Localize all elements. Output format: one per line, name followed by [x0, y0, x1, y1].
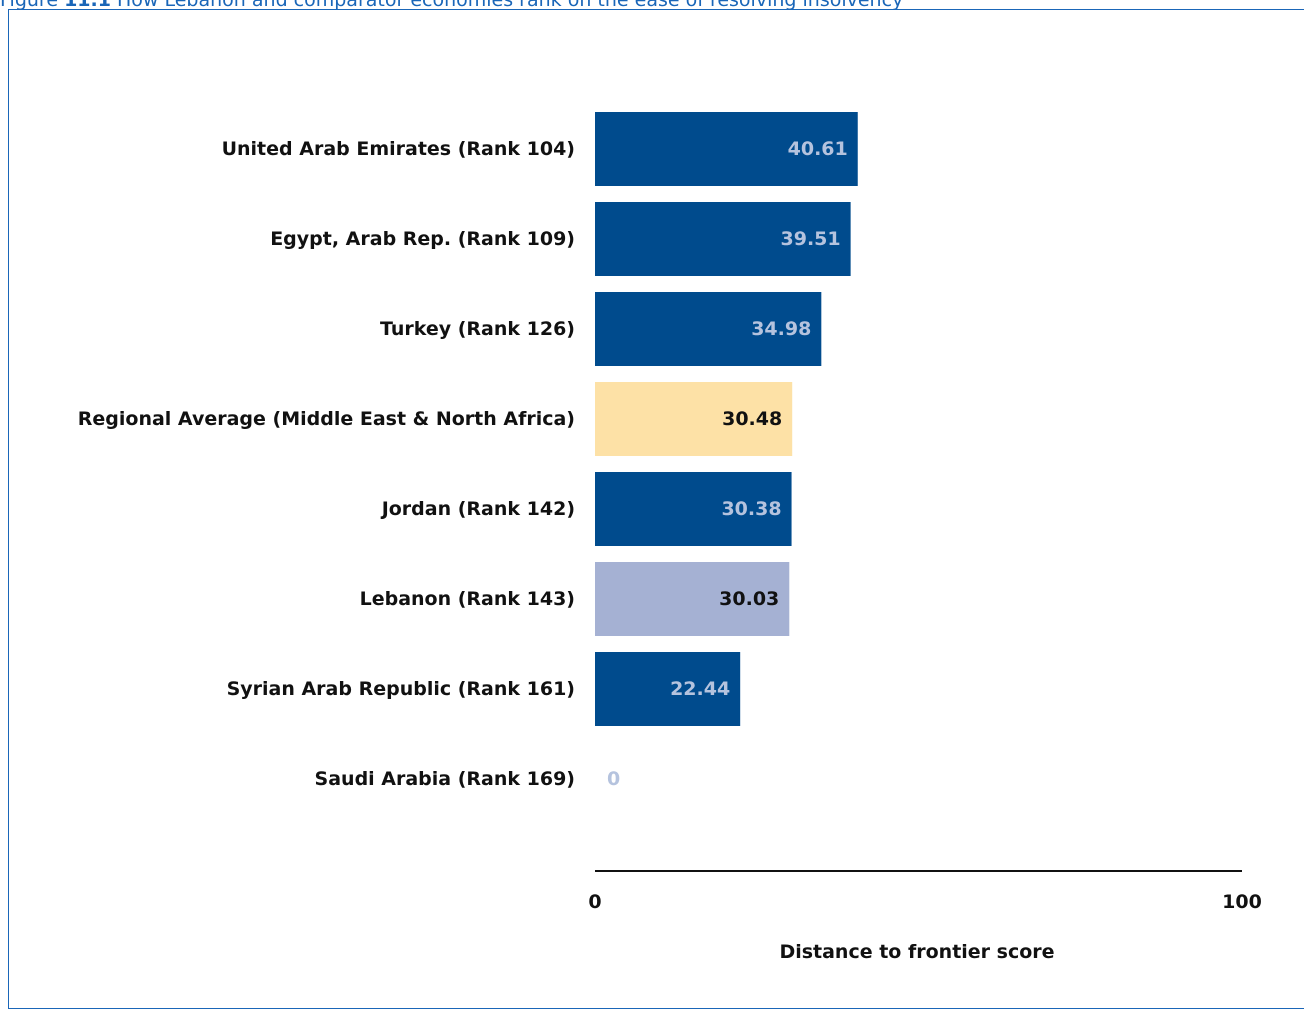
value-label-regional-average-middle-east-north-africa: 30.48 [722, 408, 782, 430]
value-label-egypt-arab-rep-rank-109: 39.51 [781, 228, 841, 250]
category-label-egypt-arab-rep-rank-109: Egypt, Arab Rep. (Rank 109) [270, 228, 575, 250]
value-label-turkey-rank-126: 34.98 [751, 318, 811, 340]
figure-number: 11.1 [64, 0, 111, 11]
figure-title: Figure 11.1 How Lebanon and comparator e… [0, 0, 903, 12]
x-tick-label-min: 0 [588, 891, 601, 913]
category-label-saudi-arabia-rank-169: Saudi Arabia (Rank 169) [315, 768, 575, 790]
figure-title-text: How Lebanon and comparator economies ran… [117, 0, 904, 11]
x-axis-title: Distance to frontier score [779, 941, 1054, 963]
bar-united-arab-emirates-rank-104 [595, 112, 858, 186]
bar-jordan-rank-142 [595, 472, 792, 546]
bar-egypt-arab-rep-rank-109 [595, 202, 851, 276]
category-label-lebanon-rank-143: Lebanon (Rank 143) [360, 588, 575, 610]
value-label-saudi-arabia-rank-169: 0 [607, 768, 620, 790]
bars-group [595, 112, 858, 726]
bar-turkey-rank-126 [595, 292, 822, 366]
category-labels-group: United Arab Emirates (Rank 104) Egypt, Ar… [78, 138, 575, 790]
value-labels-group: 40.61 39.51 34.98 30.48 30.38 30.03 22.44 0 [607, 138, 848, 790]
bar-regional-average-middle-east-north-africa [595, 382, 793, 456]
category-label-regional-average-middle-east-north-africa: Regional Average (Middle East & North Af… [78, 408, 575, 430]
value-label-united-arab-emirates-rank-104: 40.61 [788, 138, 848, 160]
category-label-syrian-arab-republic-rank-161: Syrian Arab Republic (Rank 161) [227, 678, 575, 700]
bar-lebanon-rank-143 [595, 562, 790, 636]
value-label-syrian-arab-republic-rank-161: 22.44 [670, 678, 730, 700]
x-tick-label-max: 100 [1222, 891, 1262, 913]
category-label-united-arab-emirates-rank-104: United Arab Emirates (Rank 104) [222, 138, 575, 160]
category-label-jordan-rank-142: Jordan (Rank 142) [380, 498, 575, 520]
bar-syrian-arab-republic-rank-161 [595, 652, 741, 726]
value-label-lebanon-rank-143: 30.03 [719, 588, 779, 610]
category-label-turkey-rank-126: Turkey (Rank 126) [380, 318, 575, 340]
value-label-jordan-rank-142: 30.38 [721, 498, 781, 520]
